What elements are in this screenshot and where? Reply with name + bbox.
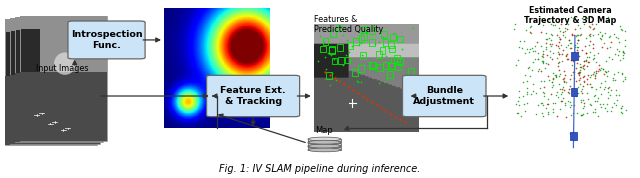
- Bar: [10, 18, 100, 75]
- Ellipse shape: [41, 56, 64, 78]
- Ellipse shape: [308, 141, 341, 145]
- Ellipse shape: [308, 148, 341, 152]
- Bar: [308, 143, 341, 146]
- FancyBboxPatch shape: [403, 75, 486, 117]
- Text: Introspection
Func.: Introspection Func.: [70, 30, 142, 50]
- Bar: [15, 17, 103, 142]
- Ellipse shape: [308, 144, 341, 148]
- Bar: [21, 29, 40, 72]
- Ellipse shape: [45, 54, 68, 77]
- Text: Estimated Camera
Trajectory & 3D Map: Estimated Camera Trajectory & 3D Map: [524, 6, 616, 25]
- Bar: [20, 16, 106, 72]
- Bar: [16, 30, 36, 74]
- Ellipse shape: [50, 53, 72, 76]
- Bar: [4, 76, 97, 145]
- Bar: [20, 16, 106, 141]
- Text: Features &
Predicted Quality: Features & Predicted Quality: [314, 15, 383, 34]
- Bar: [15, 74, 103, 142]
- Bar: [15, 17, 103, 74]
- Ellipse shape: [308, 137, 341, 141]
- Bar: [308, 147, 341, 150]
- Bar: [20, 72, 106, 141]
- Bar: [10, 18, 100, 144]
- Text: Bundle
Adjustment: Bundle Adjustment: [413, 86, 476, 106]
- Bar: [11, 31, 31, 75]
- Ellipse shape: [54, 52, 76, 75]
- Bar: [6, 32, 26, 76]
- Text: Input Images: Input Images: [36, 64, 89, 73]
- Text: Map: Map: [316, 126, 333, 135]
- Bar: [4, 19, 97, 76]
- Text: Fig. 1: IV SLAM pipeline during inference.: Fig. 1: IV SLAM pipeline during inferenc…: [220, 164, 420, 174]
- FancyBboxPatch shape: [207, 75, 300, 117]
- Bar: [4, 19, 97, 145]
- Text: Feature Ext.
& Tracking: Feature Ext. & Tracking: [220, 86, 286, 106]
- Bar: [308, 139, 341, 142]
- Bar: [10, 75, 100, 144]
- FancyBboxPatch shape: [68, 21, 145, 59]
- Ellipse shape: [308, 140, 341, 144]
- Ellipse shape: [308, 145, 341, 149]
